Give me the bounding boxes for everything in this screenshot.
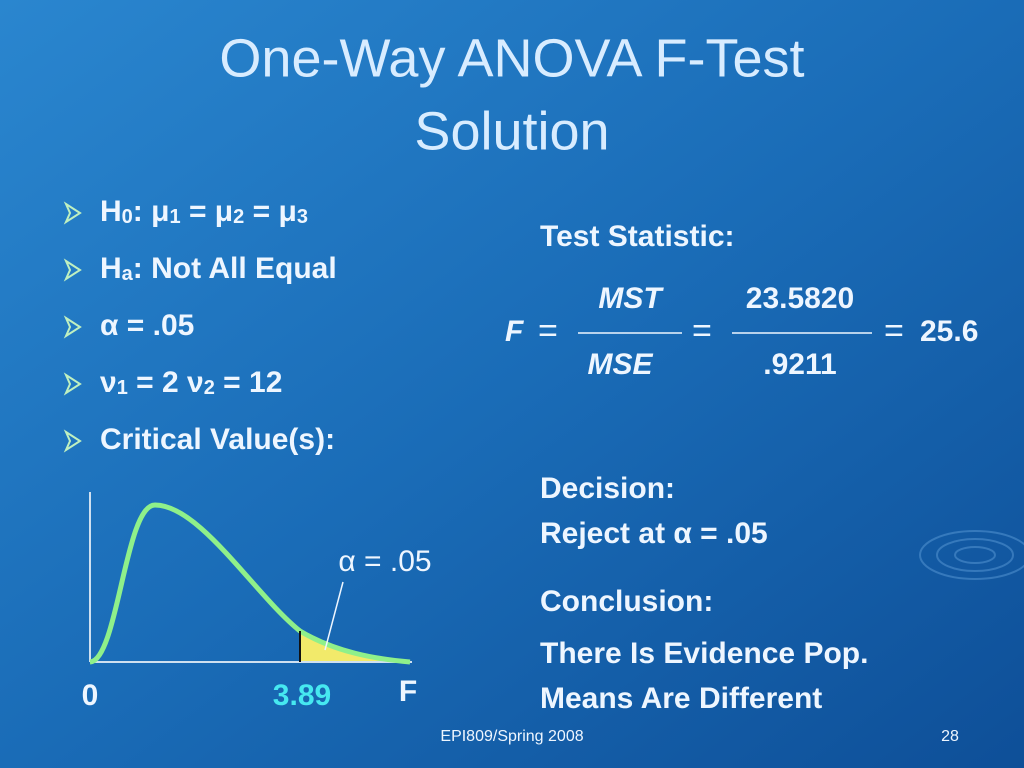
bullet-text: ν (100, 366, 117, 399)
distribution-figure: α = .05 0 3.89 F (82, 492, 432, 712)
numerator-value: 23.5820 (746, 282, 854, 315)
bullet-text: : Not All Equal (133, 252, 337, 285)
bullet-text: H (100, 195, 122, 228)
origin-label: 0 (82, 679, 99, 712)
equals: = (884, 312, 904, 350)
conclusion-line: There Is Evidence Pop. (540, 637, 868, 670)
decision-text: Reject at α = .05 (540, 517, 768, 550)
conclusion-line: Means Are Different (540, 682, 822, 715)
alpha-label: α = .05 (338, 545, 431, 578)
bullet-text: H (100, 252, 122, 285)
page-number: 28 (941, 728, 959, 745)
bullet: Ha: Not All Equal (100, 252, 337, 285)
bullet-text: = μ (244, 195, 297, 228)
bullet: H0: μ1 = μ2 = μ3 (100, 195, 308, 228)
axis-label: F (399, 675, 417, 708)
title-line: One-Way ANOVA F-Test (219, 28, 804, 88)
subscript: 2 (204, 377, 215, 399)
bullet-text: = 2 ν (128, 366, 204, 399)
subscript: 1 (169, 206, 180, 228)
rejection-region (300, 631, 410, 662)
bullet-text: = μ (181, 195, 234, 228)
footer-text: EPI809/Spring 2008 (440, 728, 583, 745)
subscript: 1 (117, 377, 128, 399)
denominator-value: .9211 (763, 348, 836, 381)
heading: Conclusion: (540, 585, 713, 618)
equals: = (692, 312, 712, 350)
ripples (919, 530, 1024, 580)
bullet-arrow (63, 429, 82, 453)
equals: = (538, 312, 558, 350)
bullet-arrow (63, 201, 82, 225)
result: 25.6 (920, 315, 978, 348)
denominator: MSE (587, 348, 653, 381)
critical-value: 3.89 (273, 679, 331, 712)
subscript: 2 (233, 206, 244, 228)
bullet: Critical Value(s): (100, 423, 335, 456)
subscript: 0 (122, 206, 133, 228)
bullet-text: Critical Value(s): (100, 423, 335, 456)
numerator: MST (598, 282, 664, 315)
subscript: 3 (297, 206, 308, 228)
bullet-text: : μ (133, 195, 170, 228)
formula-symbol: F (505, 315, 524, 348)
bullet-arrow (63, 258, 82, 282)
bullet: ν1 = 2 ν2 = 12 (100, 366, 282, 399)
subscript: a (122, 263, 134, 285)
bullet-arrow (63, 372, 82, 396)
bullet-text: α = .05 (100, 309, 194, 342)
title-line: Solution (414, 101, 609, 161)
bullet-text: = 12 (215, 366, 283, 399)
heading: Test Statistic: (540, 220, 735, 253)
bullet-arrow (63, 315, 82, 339)
heading: Decision: (540, 472, 675, 505)
bullet: α = .05 (100, 309, 194, 342)
density-curve (89, 502, 411, 665)
pointer (324, 581, 344, 651)
